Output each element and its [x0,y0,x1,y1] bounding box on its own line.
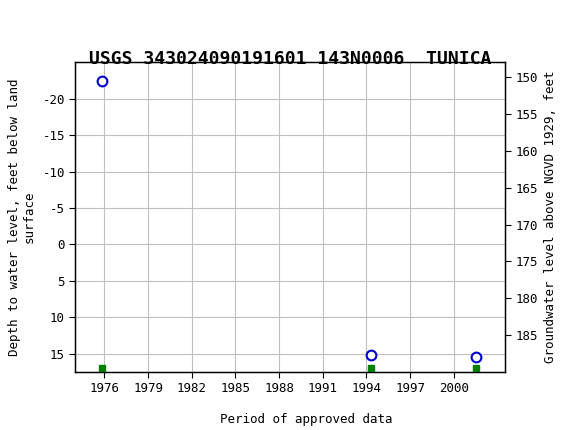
Text: USGS: USGS [67,12,130,33]
Text: Period of approved data: Period of approved data [220,413,393,426]
Y-axis label: Groundwater level above NGVD 1929, feet: Groundwater level above NGVD 1929, feet [545,71,557,363]
Text: USGS 343024090191601 143N0006  TUNICA: USGS 343024090191601 143N0006 TUNICA [89,50,491,68]
Y-axis label: Depth to water level, feet below land
surface: Depth to water level, feet below land su… [8,78,35,356]
